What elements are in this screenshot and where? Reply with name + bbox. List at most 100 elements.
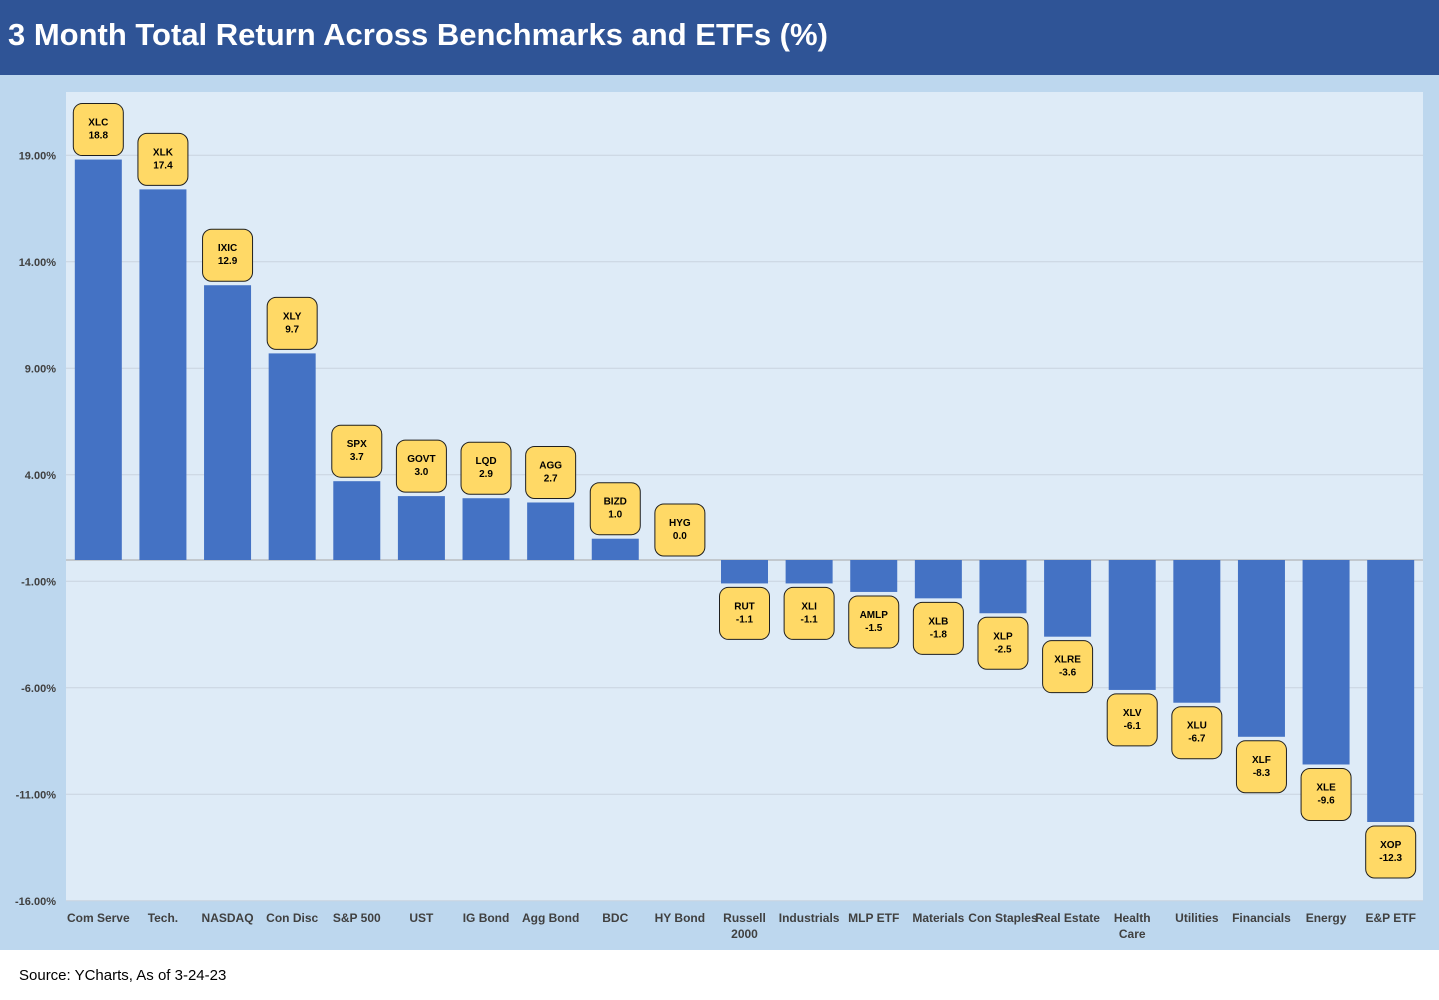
bar — [1044, 560, 1092, 637]
x-category-label: Industrials — [779, 911, 840, 925]
data-label-value: -1.1 — [736, 614, 754, 625]
data-label-box — [1300, 767, 1352, 821]
data-label-value: 2.9 — [479, 469, 493, 480]
data-label-value: 1.0 — [608, 510, 622, 521]
data-label-box — [977, 616, 1029, 670]
data-label-value: 9.7 — [285, 324, 299, 335]
data-label-box — [395, 439, 447, 493]
x-category-label: Com Serve — [67, 911, 130, 925]
data-label-box — [1365, 825, 1417, 879]
y-tick-label: 4.00% — [25, 470, 56, 482]
data-label-ticker: AMLP — [860, 610, 889, 621]
data-label-ticker: GOVT — [407, 454, 435, 465]
bar — [914, 560, 962, 599]
data-label-ticker: BIZD — [604, 497, 627, 508]
bar — [1302, 560, 1350, 765]
bar — [139, 189, 187, 560]
x-category-label: BDC — [602, 911, 628, 925]
chart-title: 3 Month Total Return Across Benchmarks a… — [8, 17, 828, 52]
y-tick-label: -16.00% — [15, 896, 56, 908]
data-label-value: -1.8 — [930, 629, 948, 640]
bar — [1367, 560, 1415, 822]
bar — [979, 560, 1027, 614]
data-label-value: -3.6 — [1059, 668, 1077, 679]
data-label-ticker: SPX — [347, 439, 367, 450]
data-label-box — [525, 445, 577, 499]
data-label-box — [1042, 640, 1094, 694]
data-label-value: -1.5 — [865, 623, 883, 634]
data-label-value: -1.1 — [801, 614, 819, 625]
bar — [785, 560, 833, 584]
data-label-box — [1235, 740, 1287, 794]
data-label-ticker: XLB — [928, 616, 948, 627]
x-category-label: E&P ETF — [1365, 911, 1415, 925]
x-category-label: Care — [1119, 927, 1146, 941]
bar — [591, 538, 639, 560]
data-label-ticker: AGG — [539, 460, 562, 471]
data-label-ticker: IXIC — [218, 243, 237, 254]
data-label-value: -6.1 — [1124, 721, 1142, 732]
y-tick-label: 14.00% — [19, 257, 57, 269]
x-category-label: HY Bond — [655, 911, 705, 925]
data-label-box — [654, 503, 706, 557]
x-category-label: Con Staples — [968, 911, 1038, 925]
x-category-label: UST — [409, 911, 434, 925]
x-category-label: S&P 500 — [333, 911, 381, 925]
x-category-label: Financials — [1232, 911, 1291, 925]
data-label-box — [783, 586, 835, 640]
data-label-value: 3.7 — [350, 452, 364, 463]
x-category-label: Tech. — [148, 911, 178, 925]
x-category-label: NASDAQ — [202, 911, 254, 925]
data-label-value: -2.5 — [994, 644, 1012, 655]
source-note: Source: YCharts, As of 3-24-23 — [19, 967, 227, 984]
x-category-label: MLP ETF — [848, 911, 899, 925]
y-tick-label: -1.00% — [21, 576, 56, 588]
y-tick-label: -6.00% — [21, 683, 56, 695]
data-label-box — [1106, 693, 1158, 747]
data-label-value: -9.6 — [1317, 795, 1335, 806]
data-label-value: 0.0 — [673, 531, 687, 542]
x-category-label: 2000 — [731, 927, 758, 941]
data-label-ticker: XLK — [153, 147, 174, 158]
bar — [1173, 560, 1221, 703]
data-label-value: 17.4 — [153, 160, 173, 171]
data-label-box — [1171, 706, 1223, 760]
data-label-ticker: XLI — [801, 601, 817, 612]
bar — [1108, 560, 1156, 690]
x-category-label: Russell — [723, 911, 766, 925]
data-label-value: -6.7 — [1188, 734, 1206, 745]
data-label-box — [331, 424, 383, 478]
title-bar: 3 Month Total Return Across Benchmarks a… — [0, 0, 1439, 75]
data-label-box — [589, 482, 641, 536]
data-label-ticker: LQD — [475, 456, 496, 467]
data-label-box — [719, 586, 770, 640]
bar — [333, 481, 381, 560]
bar — [527, 502, 575, 560]
footer: Source: YCharts, As of 3-24-23 — [0, 950, 1439, 1000]
y-tick-label: 9.00% — [25, 363, 56, 375]
data-label-ticker: XOP — [1380, 840, 1401, 851]
y-tick-label: -11.00% — [16, 789, 57, 801]
bar — [268, 353, 316, 560]
data-label-box — [72, 103, 124, 157]
bar — [850, 560, 898, 592]
data-label-box — [202, 228, 254, 282]
data-label-box — [266, 296, 318, 350]
data-label-ticker: XLE — [1316, 782, 1336, 793]
bar — [462, 498, 510, 560]
data-label-ticker: HYG — [669, 518, 691, 529]
x-category-label: Real Estate — [1035, 911, 1100, 925]
x-category-label: Materials — [912, 911, 964, 925]
data-label-value: -12.3 — [1379, 853, 1402, 864]
bar — [397, 496, 445, 560]
data-label-value: 12.9 — [218, 256, 238, 267]
data-label-box — [848, 595, 900, 649]
bar — [1237, 560, 1285, 737]
data-label-ticker: RUT — [734, 601, 755, 612]
data-label-box — [460, 441, 512, 495]
data-label-ticker: XLV — [1123, 708, 1142, 719]
data-label-ticker: XLF — [1252, 755, 1271, 766]
data-label-box — [912, 601, 964, 655]
x-category-label: Con Disc — [266, 911, 318, 925]
